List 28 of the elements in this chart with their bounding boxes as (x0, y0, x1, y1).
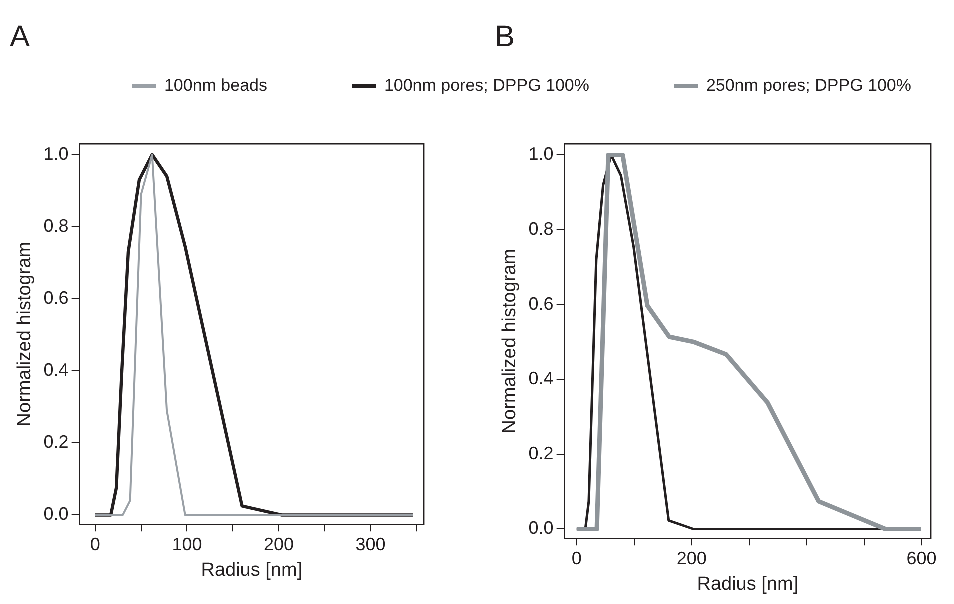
y-tick-label: 0.0 (44, 504, 69, 524)
x-axis-title: Radius [nm] (697, 574, 799, 595)
y-tick-label: 0.4 (44, 360, 69, 380)
x-tick-label: 200 (264, 534, 294, 554)
legend-label: 100nm beads (164, 76, 268, 96)
chart-title: A (10, 20, 30, 54)
y-tick-label: 0.6 (528, 294, 554, 314)
legend-label: 100nm pores; DPPG 100% (384, 76, 590, 96)
y-tick-label: 0.0 (528, 518, 554, 538)
y-tick-label: 1.0 (528, 144, 554, 164)
y-tick-label: 0.2 (528, 443, 554, 464)
x-tick-label: 200 (676, 548, 707, 568)
y-tick-label: 0.4 (528, 368, 554, 389)
y-tick-label: 0.8 (528, 218, 554, 239)
x-tick-label: 0 (90, 534, 100, 554)
legend-label: 250nm pores; DPPG 100% (706, 76, 912, 96)
y-tick-label: 0.8 (44, 216, 69, 236)
x-axis-title: Radius [nm] (201, 560, 303, 581)
y-axis-title: Normalized histogram (14, 242, 36, 427)
y-tick-label: 0.2 (44, 432, 69, 452)
x-tick-label: 0 (572, 548, 582, 568)
y-axis-title: Normalized histogram (500, 248, 521, 434)
chart-title: B (495, 20, 516, 54)
x-tick-label: 100 (172, 534, 202, 554)
y-tick-label: 0.6 (44, 288, 69, 308)
x-tick-label: 600 (906, 548, 937, 568)
y-tick-label: 1.0 (44, 144, 69, 164)
x-tick-label: 300 (356, 534, 386, 554)
